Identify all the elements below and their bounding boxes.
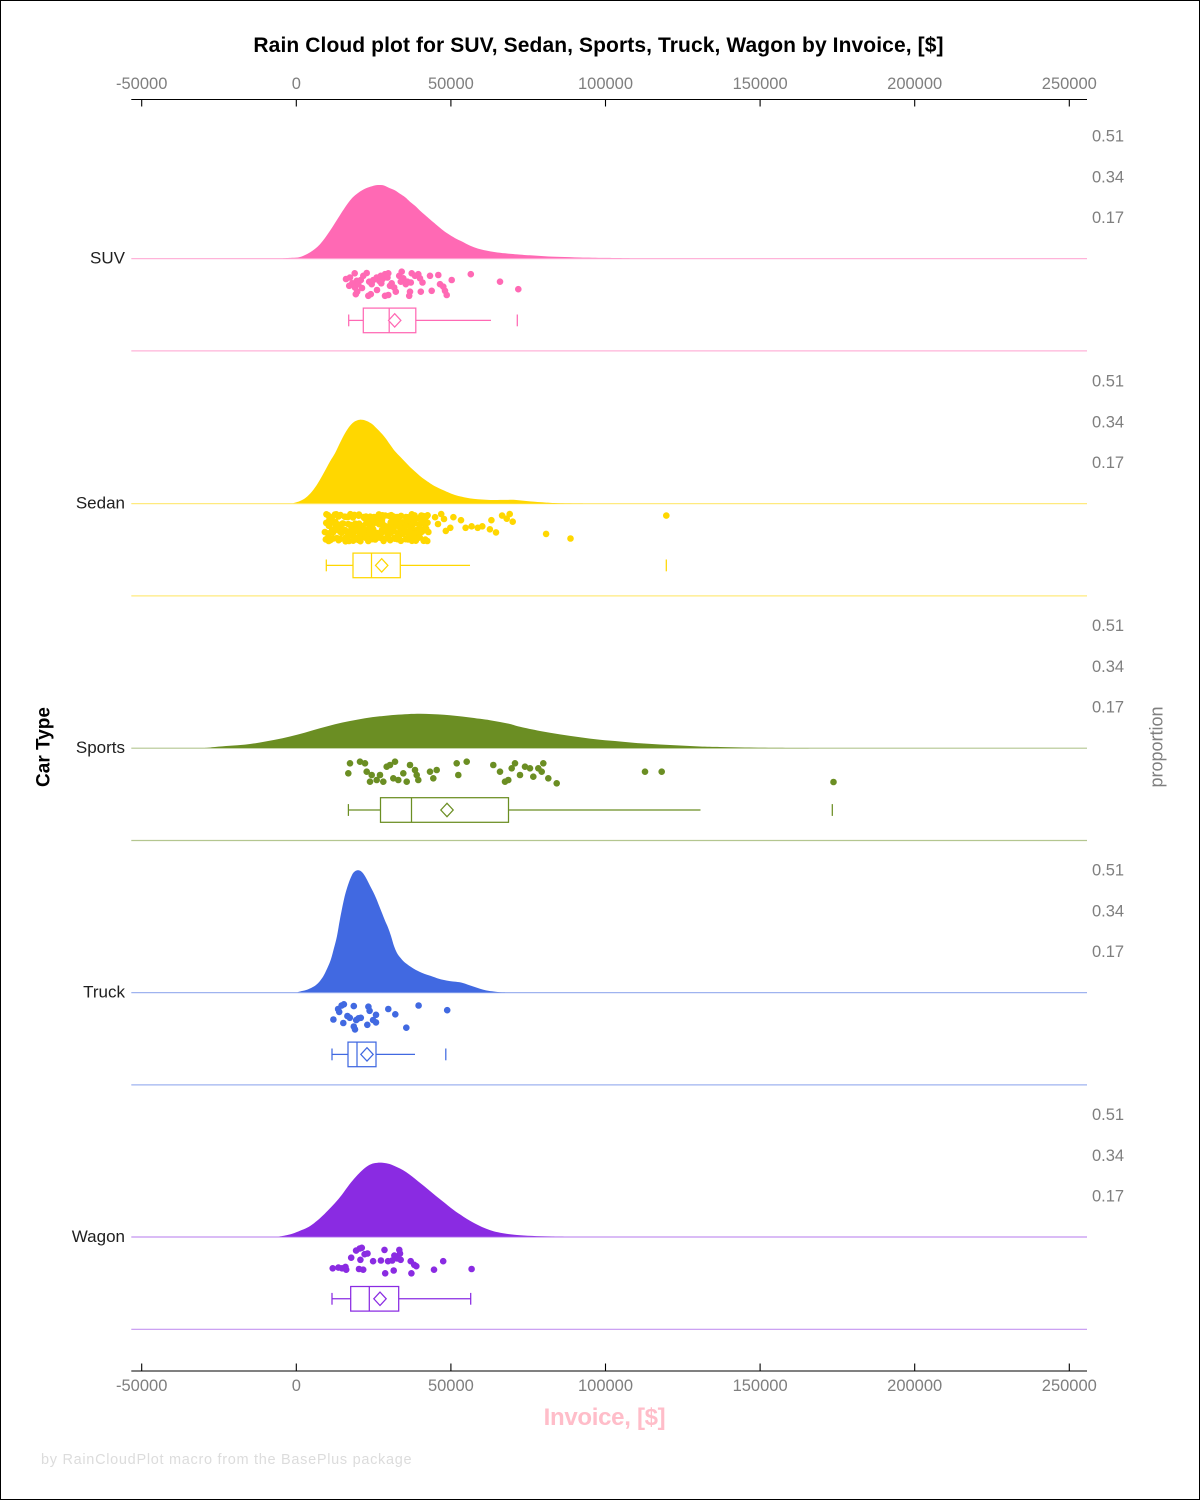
svg-text:0: 0 (292, 1377, 301, 1395)
svg-text:0.17: 0.17 (1092, 699, 1124, 717)
svg-text:0.34: 0.34 (1092, 902, 1124, 920)
svg-text:100000: 100000 (578, 1377, 633, 1395)
svg-text:0.34: 0.34 (1092, 1147, 1124, 1165)
svg-text:0.17: 0.17 (1092, 454, 1124, 472)
svg-text:Rain Cloud plot for SUV, Sedan: Rain Cloud plot for SUV, Sedan, Sports, … (253, 34, 943, 57)
svg-text:0.34: 0.34 (1092, 658, 1124, 676)
svg-text:0.17: 0.17 (1092, 1188, 1124, 1206)
svg-text:0.17: 0.17 (1092, 209, 1124, 227)
svg-text:0: 0 (292, 75, 301, 93)
svg-text:Sedan: Sedan (76, 494, 125, 513)
svg-text:-50000: -50000 (116, 1377, 167, 1395)
svg-text:0.34: 0.34 (1092, 413, 1124, 431)
svg-text:0.51: 0.51 (1092, 617, 1124, 635)
svg-text:50000: 50000 (428, 75, 474, 93)
svg-text:proportion: proportion (1147, 706, 1167, 787)
svg-text:Truck: Truck (83, 983, 125, 1002)
svg-text:Sports: Sports (76, 738, 125, 757)
svg-text:250000: 250000 (1042, 1377, 1097, 1395)
svg-text:200000: 200000 (887, 75, 942, 93)
svg-text:50000: 50000 (428, 1377, 474, 1395)
svg-text:SUV: SUV (90, 249, 126, 268)
svg-text:Invoice, [$]: Invoice, [$] (544, 1404, 666, 1431)
svg-text:Wagon: Wagon (72, 1227, 125, 1246)
svg-text:Car Type: Car Type (34, 707, 55, 787)
svg-text:0.34: 0.34 (1092, 168, 1124, 186)
svg-text:150000: 150000 (733, 75, 788, 93)
svg-text:0.51: 0.51 (1092, 862, 1124, 880)
svg-text:0.51: 0.51 (1092, 1106, 1124, 1124)
svg-text:250000: 250000 (1042, 75, 1097, 93)
svg-text:0.51: 0.51 (1092, 373, 1124, 391)
svg-text:0.17: 0.17 (1092, 943, 1124, 961)
svg-text:0.51: 0.51 (1092, 128, 1124, 146)
svg-text:100000: 100000 (578, 75, 633, 93)
svg-text:by RainCloudPlot macro from th: by RainCloudPlot macro from the BasePlus… (41, 1452, 412, 1468)
svg-text:200000: 200000 (887, 1377, 942, 1395)
svg-text:-50000: -50000 (116, 75, 167, 93)
svg-text:150000: 150000 (733, 1377, 788, 1395)
